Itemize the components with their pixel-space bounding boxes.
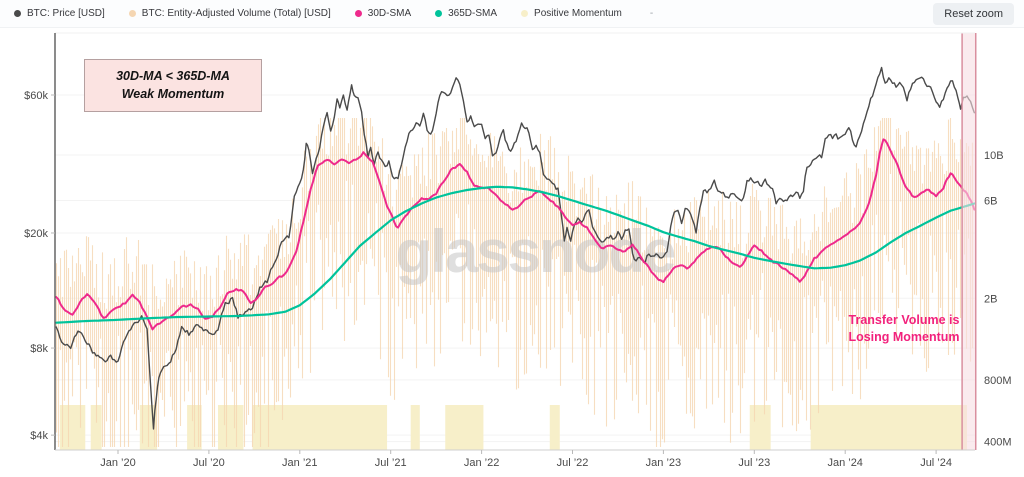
right-axis-tick-label: 6B: [984, 195, 997, 207]
x-axis-tick-label: Jan ’20: [100, 457, 135, 469]
legend-swatch-icon: [354, 10, 362, 17]
legend-extra-dash: -: [649, 8, 654, 19]
transfer-volume-annotation: Transfer Volume is Losing Momentum: [843, 312, 965, 346]
left-axis-tick-label: $4k: [30, 430, 48, 442]
x-axis-tick-label: Jan ’24: [827, 457, 862, 469]
legend-item-2[interactable]: 30D-SMA: [354, 8, 412, 19]
legend-item-label: 30D-SMA: [367, 8, 412, 19]
legend-item-3[interactable]: 365D-SMA: [435, 8, 497, 19]
legend-item-label: 365D-SMA: [448, 8, 498, 19]
legend: BTC: Price [USD] BTC: Entity-Adjusted Vol…: [14, 8, 646, 19]
x-axis-tick-label: Jan ’23: [646, 457, 681, 469]
axes: [51, 32, 975, 454]
transfer-line1: Transfer Volume is: [848, 313, 960, 327]
legend-item-1[interactable]: BTC: Entity-Adjusted Volume (Total) [USD…: [128, 8, 331, 19]
x-axis-tick-label: Jul ’24: [920, 457, 952, 469]
legend-swatch-icon: [128, 10, 136, 17]
left-axis-tick-label: $60k: [24, 90, 48, 102]
legend-item-label: Positive Momentum: [534, 8, 622, 19]
legend-item-0[interactable]: BTC: Price [USD]: [14, 8, 105, 19]
legend-swatch-icon: [14, 10, 21, 17]
right-axis-tick-label: 10B: [984, 150, 1004, 162]
x-axis-tick-label: Jan ’22: [464, 457, 499, 469]
highlight-band: [961, 33, 977, 450]
weak-momentum-annotation: 30D-MA < 365D-MA Weak Momentum: [84, 59, 262, 113]
left-axis-tick-label: $8k: [30, 343, 48, 355]
x-axis-tick-label: Jul ’20: [193, 457, 225, 469]
series-lines: [55, 66, 975, 430]
left-axis-tick-label: $20k: [24, 228, 48, 240]
positive-momentum-bands: [59, 405, 968, 450]
right-axis-tick-label: 400M: [984, 437, 1012, 449]
right-axis-tick-label: 2B: [984, 293, 997, 305]
legend-swatch-icon: [521, 10, 529, 17]
x-axis-tick-label: Jul ’23: [738, 457, 770, 469]
x-axis-tick-label: Jan ’21: [282, 457, 317, 469]
x-axis-tick-label: Jul ’21: [375, 457, 407, 469]
weak-momentum-line1: 30D-MA < 365D-MA: [116, 69, 230, 83]
axis-labels: $60k $20k $8k $4k 10B 6B 2B 800M 400M Jan ’20 Jul …: [24, 90, 1011, 469]
watermark: glassnode: [396, 218, 675, 285]
legend-swatch-icon: [435, 10, 443, 17]
legend-item-4[interactable]: Positive Momentum: [521, 8, 622, 19]
legend-item-label: BTC: Entity-Adjusted Volume (Total) [USD…: [141, 8, 331, 19]
right-axis-tick-label: 800M: [984, 375, 1012, 387]
weak-momentum-line2: Weak Momentum: [121, 87, 225, 102]
legend-bar: BTC: Price [USD] BTC: Entity-Adjusted Vol…: [0, 0, 1024, 28]
reset-zoom-button[interactable]: Reset zoom: [933, 2, 1014, 25]
legend-item-label: BTC: Price [USD]: [27, 8, 105, 19]
x-axis-tick-label: Jul ’22: [557, 457, 589, 469]
transfer-line2: Losing Momentum: [848, 329, 960, 344]
